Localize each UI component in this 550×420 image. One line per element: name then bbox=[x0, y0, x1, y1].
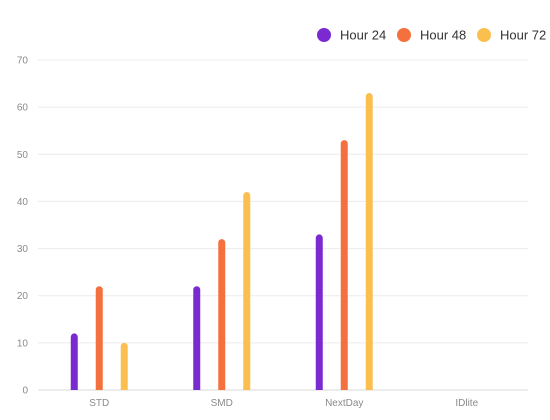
x-tick-label: STD bbox=[89, 398, 109, 409]
bar[interactable] bbox=[70, 333, 78, 390]
y-tick-label: 50 bbox=[17, 150, 29, 161]
y-tick-label: 40 bbox=[17, 197, 29, 208]
bar[interactable] bbox=[243, 192, 251, 390]
legend-swatch bbox=[317, 28, 331, 42]
y-tick-label: 10 bbox=[17, 338, 29, 349]
y-tick-label: 0 bbox=[22, 386, 28, 397]
bar[interactable] bbox=[340, 140, 348, 390]
y-tick-label: 60 bbox=[17, 103, 29, 114]
x-tick-label: NextDay bbox=[325, 398, 363, 409]
x-tick-label: IDlite bbox=[455, 398, 478, 409]
x-tick-label: SMD bbox=[211, 398, 233, 409]
y-tick-label: 20 bbox=[17, 291, 29, 302]
x-axis-ticks: STD SMD NextDay IDlite bbox=[89, 398, 478, 409]
bar[interactable] bbox=[95, 286, 103, 390]
gridlines bbox=[38, 59, 528, 391]
legend[interactable]: Hour 24 Hour 48 Hour 72 bbox=[317, 28, 546, 43]
bars bbox=[70, 93, 373, 391]
legend-label: Hour 48 bbox=[420, 28, 466, 43]
legend-item[interactable]: Hour 72 bbox=[477, 28, 546, 43]
y-tick-label: 70 bbox=[17, 56, 29, 67]
y-axis-ticks: 0 10 20 30 40 50 60 70 bbox=[17, 56, 29, 397]
bar[interactable] bbox=[315, 234, 323, 390]
legend-item[interactable]: Hour 24 bbox=[317, 28, 386, 43]
legend-swatch bbox=[397, 28, 411, 42]
legend-label: Hour 72 bbox=[500, 28, 546, 43]
bar[interactable] bbox=[365, 93, 373, 391]
legend-swatch bbox=[477, 28, 491, 42]
bar[interactable] bbox=[193, 286, 201, 390]
legend-item[interactable]: Hour 48 bbox=[397, 28, 466, 43]
y-tick-label: 30 bbox=[17, 244, 29, 255]
bar[interactable] bbox=[120, 342, 128, 390]
bar[interactable] bbox=[218, 239, 226, 390]
legend-label: Hour 24 bbox=[340, 28, 386, 43]
